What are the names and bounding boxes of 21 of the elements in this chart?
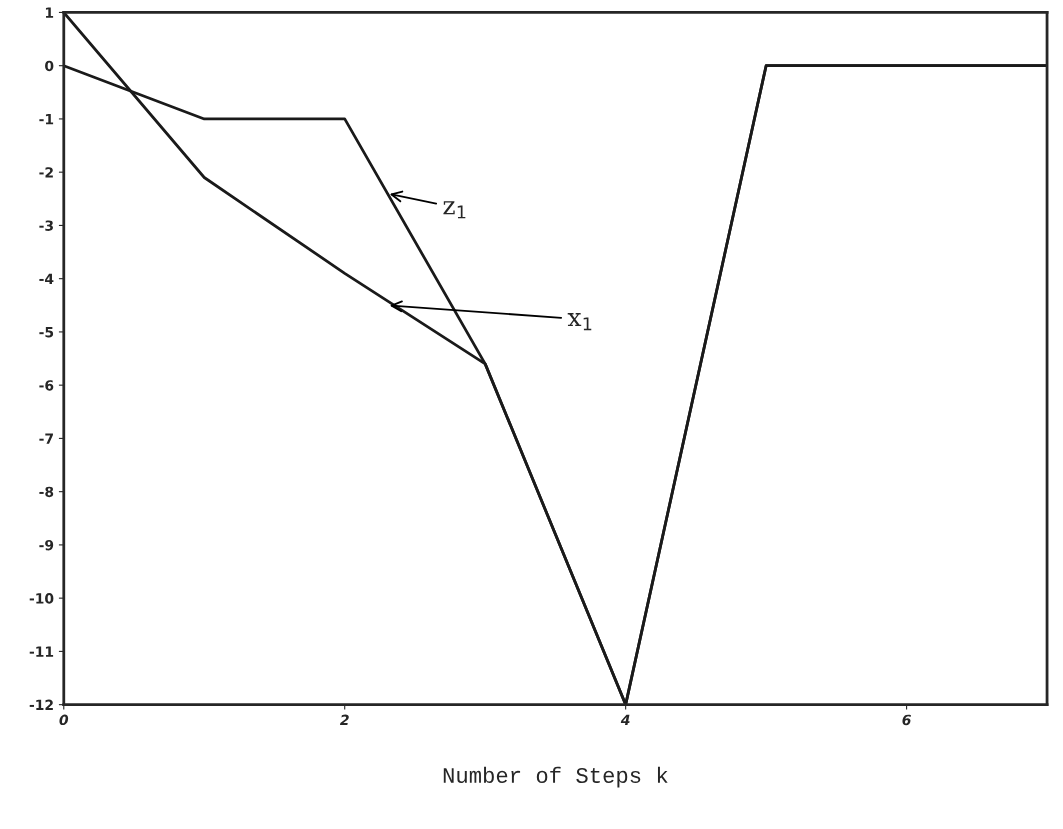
annotation: z$_{1}$ <box>443 201 466 219</box>
y-tick-label: -7 <box>39 433 53 444</box>
y-tick-label: 1 <box>45 7 54 18</box>
y-tick-label: -5 <box>39 327 54 338</box>
y-tick-label: -9 <box>39 539 54 551</box>
y-tick-label: -10 <box>29 593 54 604</box>
y-tick-label: -6 <box>39 380 54 391</box>
annotation: x$_{1}$ <box>567 313 592 331</box>
x-tick-label: 6 <box>902 714 911 726</box>
x-tick-label: 0 <box>59 714 69 726</box>
x-tick-label: 4 <box>620 714 630 725</box>
y-tick-label: -11 <box>29 646 54 657</box>
x-tick-label: 2 <box>339 714 349 725</box>
x-axis-title: Number of Steps k <box>443 766 668 788</box>
y-tick-label: -2 <box>39 167 53 178</box>
y-tick-label: -12 <box>29 699 53 710</box>
y-tick-label: -4 <box>39 273 54 284</box>
y-tick-label: -3 <box>39 220 53 231</box>
y-tick-label: -8 <box>39 486 54 498</box>
y-tick-label: 0 <box>45 60 54 72</box>
y-tick-label: -1 <box>39 114 54 125</box>
